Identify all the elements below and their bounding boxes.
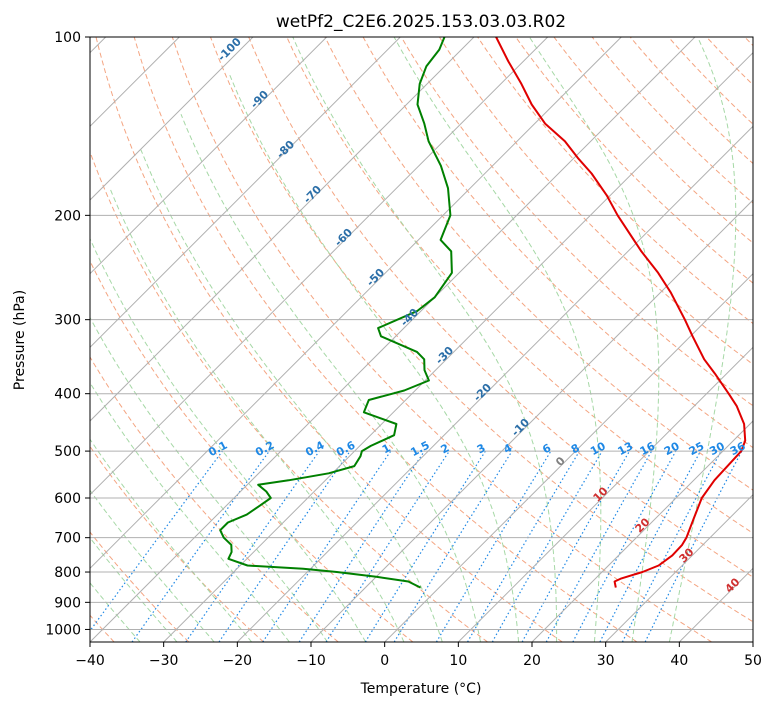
mixing-ratio-line	[572, 450, 677, 642]
x-tick-label: 20	[523, 653, 541, 669]
mixing-ratio-line	[262, 450, 392, 642]
mixing-ratio-line	[325, 450, 450, 642]
x-tick-label: −30	[149, 653, 179, 669]
moist-adiabat-line	[228, 72, 520, 642]
y-tick-label: 400	[54, 387, 81, 403]
moist-adiabat-line	[90, 381, 290, 642]
moist-adiabat-line	[292, 37, 558, 642]
moist-adiabat-line	[528, 37, 660, 642]
dry-adiabat-line	[133, 37, 638, 642]
y-tick-label: 500	[54, 444, 81, 460]
x-tick-label: −20	[223, 653, 253, 669]
isotherm-line	[90, 37, 254, 201]
mixing-ratio-line	[90, 450, 223, 632]
dry-adiabat-line	[400, 37, 753, 407]
moist-adiabat-line	[393, 37, 602, 642]
sounding-series	[219, 37, 747, 589]
dewpoint-line	[219, 37, 453, 589]
isotherm-line	[236, 125, 753, 642]
y-tick-label: 100	[54, 30, 81, 46]
chart-title: wetPf2_C2E6.2025.153.03.03.R02	[276, 12, 566, 32]
moist-adiabat-line	[668, 37, 737, 642]
mixing-ratio-line	[644, 450, 743, 642]
dry-adiabat-line	[210, 37, 753, 623]
y-tick-label: 600	[54, 491, 81, 507]
y-tick-label: 700	[54, 531, 81, 547]
y-tick-label: 800	[54, 565, 81, 581]
isotherm-line	[90, 37, 622, 570]
dry-adiabat-line	[248, 37, 753, 578]
moist-adiabat-line	[90, 237, 367, 642]
mixing-ratio-label: 25	[687, 440, 707, 459]
moist-adiabat-line	[90, 537, 178, 642]
y-tick-label: 200	[54, 208, 81, 224]
isobars	[90, 37, 753, 630]
x-tick-label: 50	[744, 653, 762, 669]
isotherm-line	[531, 420, 753, 642]
y-tick-label: 1000	[45, 622, 81, 638]
dry-adiabat-line	[90, 445, 264, 642]
isotherm-line	[90, 37, 401, 349]
dry-adiabat-line	[324, 37, 753, 491]
mixing-ratio-label: 30	[707, 439, 727, 458]
mixing-ratio-label: 20	[662, 439, 682, 458]
isotherm-line	[90, 37, 549, 496]
x-axis: −40 −30 −20 −10 0 10 20 30 40 50	[75, 642, 762, 669]
mixing-ratio-line	[131, 450, 270, 642]
x-axis-label: Temperature (°C)	[360, 681, 482, 697]
isotherm-line	[457, 346, 753, 642]
isotherm-line	[90, 37, 475, 422]
x-tick-label: 10	[449, 653, 467, 669]
isotherms	[90, 37, 753, 642]
mixing-ratio-label: 36	[728, 439, 748, 458]
moist-adiabats	[90, 37, 737, 642]
isotherm-line	[163, 51, 753, 642]
mixing-ratio-line	[185, 450, 320, 642]
moist-adiabat-line	[90, 316, 328, 642]
x-tick-label: 0	[380, 653, 389, 669]
moist-adiabat-line	[109, 188, 405, 642]
y-axis: 100 200 300 400 500 600 700 800 900 1000	[45, 30, 90, 638]
dry-adiabat-line	[90, 356, 339, 642]
x-tick-label: 40	[670, 653, 688, 669]
isotherm-line	[310, 199, 753, 642]
moist-adiabat-line	[90, 438, 252, 642]
moist-adiabat-line	[180, 114, 481, 642]
x-tick-label: −10	[296, 653, 326, 669]
y-axis-label: Pressure (hPa)	[12, 290, 28, 390]
y-tick-label: 900	[54, 595, 81, 611]
mixing-ratio-line	[393, 450, 513, 642]
dry-adiabat-line	[95, 37, 563, 642]
mixing-ratio-lines	[90, 450, 743, 642]
plot-area: 0.1 0.2 0.4 0.6 1 1.5 2 3 4 6 8 10 13 16 20 25 30 36-100-…	[90, 37, 753, 642]
isotherm-line	[90, 37, 696, 642]
x-tick-label: 30	[597, 653, 615, 669]
mixing-ratio-line	[218, 450, 351, 642]
moist-adiabat-line	[90, 582, 141, 642]
y-tick-label: 300	[54, 313, 81, 329]
mixing-ratio-line	[298, 450, 425, 642]
dry-adiabat-line	[90, 531, 190, 642]
x-tick-label: −40	[75, 653, 105, 669]
plot-frame	[89, 36, 754, 643]
dry-adiabat-line	[90, 150, 488, 642]
dry-adiabat-line	[171, 37, 712, 642]
mixing-ratio-label: 13	[616, 440, 636, 459]
mixing-ratio-label: 10	[588, 439, 608, 458]
isotherm-line	[90, 37, 328, 275]
isotherm-line	[384, 272, 753, 642]
mixing-ratio-line	[545, 450, 653, 642]
isotherm-line	[605, 493, 753, 642]
moist-adiabat-line	[90, 489, 215, 642]
temperature-line	[495, 37, 747, 588]
mixing-ratio-line	[521, 450, 631, 642]
mixing-ratio-label: 16	[638, 439, 658, 458]
dry-adiabat-line	[515, 37, 753, 284]
